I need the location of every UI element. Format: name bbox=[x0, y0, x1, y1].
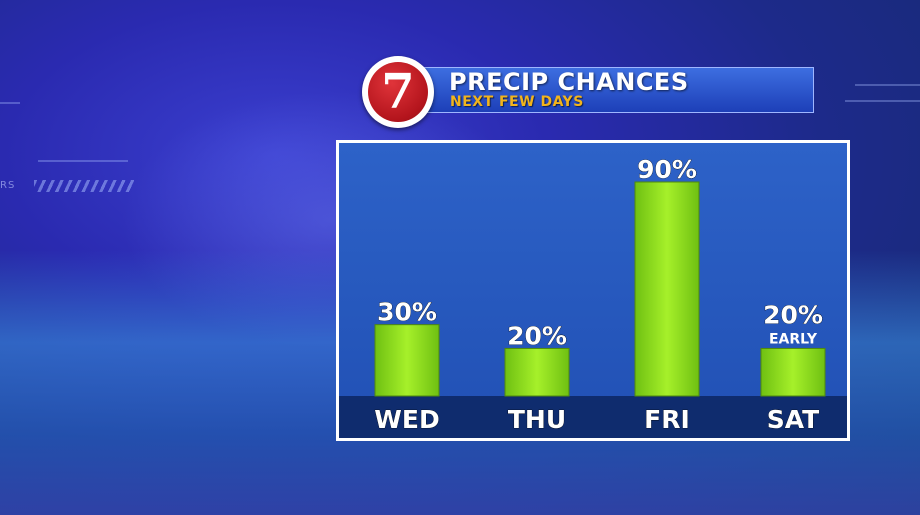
background-text: RS bbox=[0, 180, 16, 191]
chart-subtitle: NEXT FEW DAYS bbox=[450, 94, 584, 110]
decor-line bbox=[38, 160, 128, 162]
station-logo: 7 bbox=[362, 56, 434, 128]
value-label-sat: 20% bbox=[763, 300, 823, 329]
category-label-sat: SAT bbox=[767, 405, 819, 434]
x-axis-band bbox=[339, 396, 847, 438]
bar-chart: 30% WED 20% THU 90% FRI 20% EARLY SAT bbox=[339, 155, 847, 438]
category-label-fri: FRI bbox=[644, 405, 690, 434]
decor-hatch bbox=[34, 180, 134, 192]
decor-line bbox=[845, 100, 920, 102]
category-label-wed: WED bbox=[374, 405, 439, 434]
logo-circle-icon: 7 bbox=[368, 62, 428, 122]
value-label-wed: 30% bbox=[377, 298, 437, 327]
chart-title: PRECIP CHANCES bbox=[449, 68, 689, 96]
bar-thu bbox=[504, 347, 570, 397]
logo-number: 7 bbox=[381, 64, 415, 120]
chart-panel: 30% WED 20% THU 90% FRI 20% EARLY SAT bbox=[336, 140, 850, 441]
decor-line bbox=[855, 84, 920, 86]
value-label-thu: 20% bbox=[507, 321, 567, 350]
category-label-thu: THU bbox=[508, 405, 566, 434]
bar-sat bbox=[760, 347, 826, 397]
bar-wed bbox=[374, 324, 440, 397]
bar-fri bbox=[634, 181, 700, 397]
value-label-fri: 90% bbox=[637, 155, 697, 184]
decor-line bbox=[0, 102, 20, 104]
annotation-sat: EARLY bbox=[769, 331, 818, 347]
title-banner: PRECIP CHANCES NEXT FEW DAYS bbox=[388, 67, 814, 113]
